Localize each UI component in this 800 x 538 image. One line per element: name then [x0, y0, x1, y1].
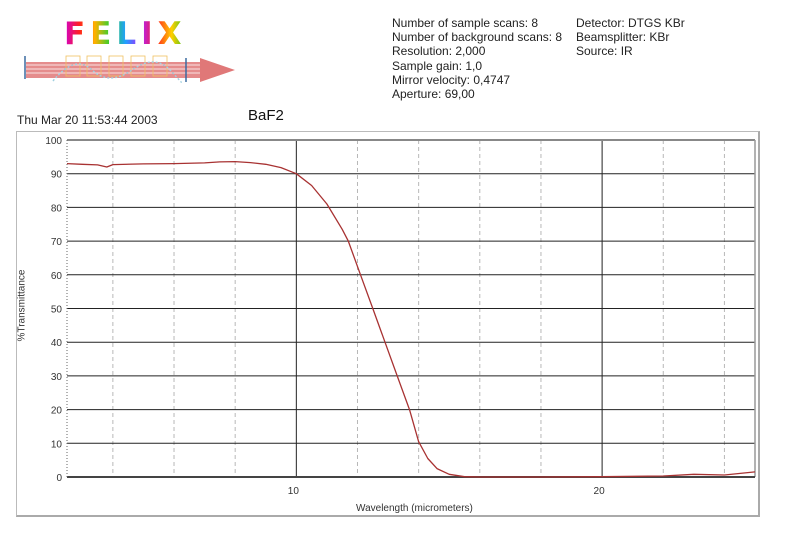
y-axis-label: %Transmittance [16, 269, 28, 342]
scan-info-mirror-velocity: Mirror velocity: 0,4747 [392, 72, 511, 87]
felix-logo: FELIX [20, 14, 245, 89]
scan-info-aperture: Aperture: 69,00 [392, 87, 475, 102]
y-tick-label: 0 [56, 473, 62, 484]
y-tick-label: 90 [51, 170, 63, 181]
logo-text: FELIX [64, 16, 187, 52]
instrument-info-detector: Detector: DTGS KBr [576, 16, 685, 30]
scan-info-background-scans: Number of background scans: 8 [392, 30, 563, 45]
timestamp: Thu Mar 20 11:53:44 2003 [17, 113, 158, 127]
y-tick-label: 40 [51, 338, 63, 349]
instrument-info-source: Source: IR [576, 44, 633, 59]
chart-title: BaF2 [248, 107, 284, 124]
scan-info-sample-scans: Number of sample scans: 8 [392, 16, 539, 30]
chart-frame [16, 131, 760, 517]
y-tick-label: 60 [51, 271, 63, 282]
scan-info-sample-gain: Sample gain: 1,0 [392, 58, 483, 73]
transmittance-line [66, 160, 756, 478]
scan-info-resolution: Resolution: 2,000 [392, 44, 486, 59]
y-tick-label: 30 [51, 372, 63, 383]
scan-info-block: Number of sample scans: 8 Number of back… [392, 16, 562, 101]
y-tick-label: 20 [51, 406, 63, 417]
x-tick-label: 20 [594, 486, 606, 497]
logo-arrow-icon [24, 55, 235, 83]
y-tick-label: 50 [51, 305, 63, 316]
x-tick-label: 10 [288, 486, 300, 497]
y-tick-label: 100 [45, 136, 62, 147]
x-axis-label: Wavelength (micrometers) [356, 503, 473, 514]
instrument-info-beamsplitter: Beamsplitter: KBr [576, 30, 670, 45]
instrument-info-block: Detector: DTGS KBr Beamsplitter: KBr Sou… [576, 16, 685, 59]
y-tick-label: 70 [51, 237, 63, 248]
y-tick-label: 80 [51, 203, 63, 214]
y-tick-label: 10 [51, 439, 63, 450]
